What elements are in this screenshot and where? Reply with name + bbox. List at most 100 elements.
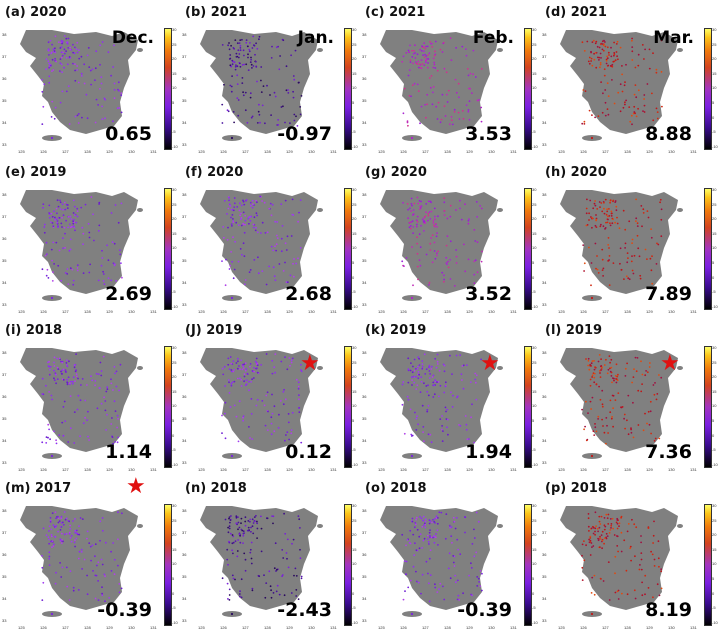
- island: [249, 600, 255, 604]
- station-dot: [453, 111, 456, 113]
- station-dot: [256, 362, 259, 365]
- station-dot: [264, 596, 267, 599]
- station-dot: [258, 113, 261, 116]
- anomaly-value: 7.89: [645, 283, 692, 305]
- station-dot: [240, 517, 243, 520]
- station-dot: [413, 202, 416, 205]
- map-plot: 1.94: [372, 344, 520, 466]
- station-dot: [427, 541, 430, 543]
- station-dot: [409, 59, 412, 61]
- station-dot: [67, 376, 70, 379]
- station-dot: [591, 217, 594, 219]
- station-dot: [596, 268, 599, 271]
- station-dot: [637, 247, 640, 250]
- station-dot: [425, 385, 428, 387]
- station-dot: [260, 232, 262, 234]
- x-tick-label: 125: [378, 467, 385, 472]
- station-dot: [598, 46, 601, 49]
- station-dot: [69, 223, 71, 226]
- station-dot: [255, 226, 257, 229]
- station-dot: [458, 118, 461, 120]
- y-tick-label: 36: [362, 76, 367, 81]
- y-tick-label: 33: [182, 302, 187, 307]
- station-dot: [49, 521, 52, 523]
- colorbar-tick-label: -10: [352, 461, 358, 467]
- island: [69, 284, 75, 288]
- station-dot: [62, 379, 65, 381]
- y-tick-label: 38: [2, 350, 7, 355]
- station-dot: [449, 354, 451, 357]
- station-dot: [91, 68, 94, 71]
- station-dot: [268, 265, 270, 268]
- station-dot: [590, 612, 594, 616]
- station-dot: [433, 384, 435, 387]
- station-dot: [106, 413, 108, 416]
- station-dot: [434, 583, 436, 586]
- station-dot: [68, 520, 71, 523]
- station-dot: [295, 595, 298, 597]
- station-dot: [112, 262, 115, 265]
- station-dot: [275, 249, 277, 252]
- station-dot: [69, 238, 72, 241]
- station-dot: [416, 83, 419, 86]
- station-dot: [48, 542, 50, 545]
- station-dot: [587, 359, 590, 362]
- station-dot: [249, 363, 252, 365]
- map-panel: (p) 2018 8.19 38 37 36 35 34 33 125 126 127 128 129 1…: [542, 476, 720, 632]
- station-dot: [594, 42, 597, 45]
- station-dot: [433, 250, 436, 252]
- station-dot: [644, 248, 647, 251]
- station-dot: [113, 242, 116, 245]
- x-tick-label: 127: [422, 309, 429, 314]
- map-panel: (h) 2020 7.89 38 37 36 35 34 33 125 126 127 128 129 1…: [542, 160, 720, 316]
- anomaly-value: -0.39: [97, 599, 152, 621]
- station-dot: [249, 548, 252, 551]
- station-dot: [113, 365, 116, 368]
- panel-label: (a) 2020: [5, 5, 67, 20]
- colorbar-tick-label: -5: [352, 129, 356, 135]
- station-dot: [286, 538, 289, 541]
- station-dot: [238, 593, 241, 595]
- station-dot: [647, 410, 650, 413]
- station-dot: [607, 244, 610, 246]
- anomaly-value: -2.43: [277, 599, 332, 621]
- station-dot: [419, 246, 422, 248]
- station-dot: [114, 204, 117, 206]
- station-dot: [415, 219, 418, 222]
- station-dot: [643, 98, 645, 100]
- station-dot: [262, 85, 265, 87]
- station-dot: [595, 430, 598, 433]
- station-dot: [605, 62, 608, 65]
- colorbar-tick-label: 20: [352, 216, 357, 222]
- island: [622, 446, 626, 450]
- station-dot: [236, 555, 239, 558]
- station-dot: [242, 367, 245, 369]
- station-dot: [300, 441, 303, 444]
- colorbar-tick-label: 0: [172, 432, 175, 438]
- station-dot: [281, 225, 284, 227]
- station-dot: [604, 198, 607, 201]
- island: [442, 128, 446, 132]
- station-dot: [73, 541, 76, 544]
- station-dot: [232, 236, 234, 239]
- station-dot: [55, 442, 58, 445]
- anomaly-value: 8.88: [645, 123, 692, 145]
- station-dot: [284, 532, 287, 535]
- station-dot: [265, 582, 268, 584]
- colorbar-tick-label: -5: [712, 129, 716, 135]
- station-dot: [427, 284, 430, 286]
- x-tick-label: 130: [488, 467, 495, 472]
- station-dot: [244, 283, 246, 286]
- station-dot: [638, 255, 641, 258]
- station-dot: [472, 49, 475, 52]
- station-dot: [284, 439, 286, 442]
- station-dot: [414, 411, 416, 414]
- y-tick-label: 34: [182, 280, 187, 285]
- x-tick-label: 128: [84, 467, 91, 472]
- station-dot: [243, 54, 245, 57]
- station-dot: [56, 199, 59, 202]
- y-tick-label: 37: [362, 214, 367, 219]
- station-dot: [477, 520, 480, 523]
- anomaly-value: -0.39: [457, 599, 512, 621]
- station-dot: [113, 44, 115, 47]
